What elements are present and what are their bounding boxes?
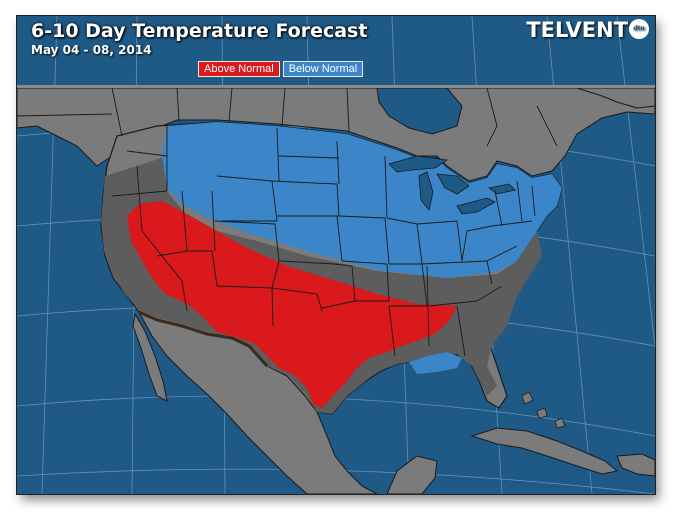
great-lakes <box>388 155 516 215</box>
legend-above-normal: Above Normal <box>198 61 280 77</box>
canada-land <box>17 87 655 182</box>
legend-below-normal: Below Normal <box>282 61 364 77</box>
legend: Above Normal Below Normal <box>198 61 364 77</box>
baja-peninsula <box>132 312 168 402</box>
brand-logo: TELVENT dtn <box>526 18 649 42</box>
dtn-badge-icon: dtn <box>629 19 649 39</box>
hispaniola <box>616 453 655 477</box>
northeast-islands <box>576 87 655 109</box>
above-normal-region <box>127 201 457 408</box>
forecast-date-range: May 04 - 08, 2014 <box>31 43 152 57</box>
us-mexico-border <box>138 310 269 368</box>
cuba <box>470 427 619 475</box>
forecast-map-frame: 6-10 Day Temperature Forecast May 04 - 0… <box>16 15 656 495</box>
hudson-bay <box>376 87 463 135</box>
forecast-map <box>17 16 655 494</box>
below-normal-southeast <box>409 352 462 374</box>
bahamas <box>521 391 566 429</box>
state-borders <box>111 126 536 357</box>
brand-name: TELVENT <box>526 18 628 42</box>
map-title: 6-10 Day Temperature Forecast <box>31 20 368 42</box>
province-borders <box>17 87 558 147</box>
header-divider <box>17 85 655 88</box>
below-normal-region <box>162 122 562 278</box>
yucatan <box>386 455 438 494</box>
